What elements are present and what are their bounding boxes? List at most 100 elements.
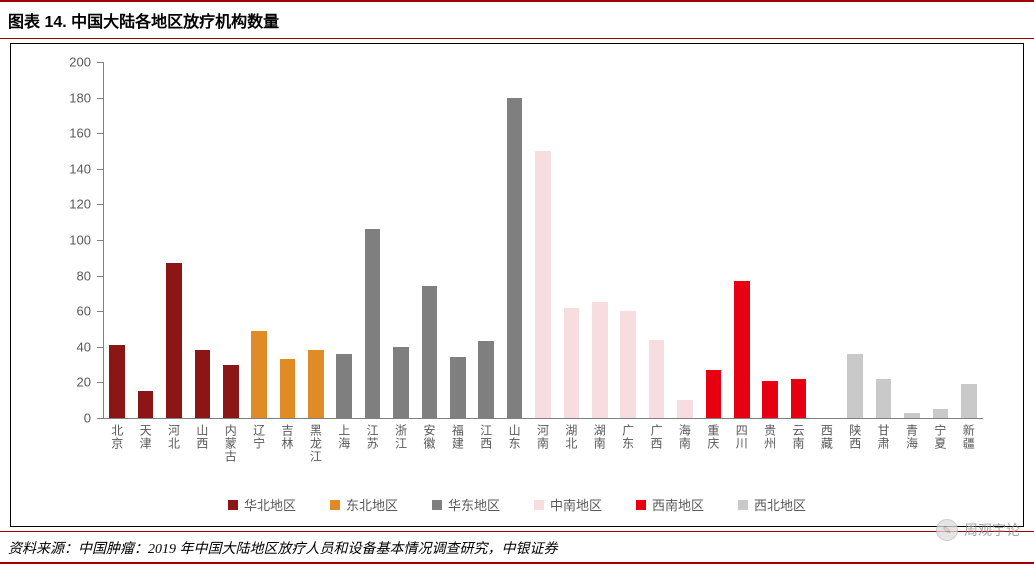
- y-tick-label: 160: [69, 126, 91, 141]
- bar: [535, 151, 551, 418]
- x-tick-label: 江苏: [364, 424, 381, 450]
- x-tick-label: 新疆: [960, 424, 977, 450]
- legend-item: 华北地区: [228, 495, 296, 514]
- x-tick-label: 吉林: [279, 424, 296, 450]
- legend-swatch: [330, 500, 340, 510]
- x-tick-label: 四川: [733, 424, 750, 450]
- legend-item: 中南地区: [534, 495, 602, 514]
- bar: [195, 350, 211, 418]
- x-tick-label: 陕西: [847, 424, 864, 450]
- x-tick-label: 天津: [137, 424, 154, 450]
- bar: [365, 229, 381, 418]
- bar: [393, 347, 409, 418]
- legend-swatch: [738, 500, 748, 510]
- bar: [280, 359, 296, 418]
- x-tick-label: 黑龙江: [307, 424, 324, 463]
- bar: [564, 308, 580, 418]
- x-tick-label: 甘肃: [875, 424, 892, 450]
- wechat-icon: ✎: [936, 519, 958, 541]
- bar: [734, 281, 750, 418]
- x-tick-label: 河南: [535, 424, 552, 450]
- bar: [507, 98, 523, 418]
- x-tick-label: 内蒙古: [222, 424, 239, 463]
- legend-swatch: [636, 500, 646, 510]
- bar: [961, 384, 977, 418]
- bar: [933, 409, 949, 418]
- legend-swatch: [228, 500, 238, 510]
- x-tick-label: 广东: [620, 424, 637, 450]
- x-tick-label: 海南: [676, 424, 693, 450]
- bar: [422, 286, 438, 418]
- y-axis: 020406080100120140160180200: [11, 62, 103, 418]
- legend-label: 东北地区: [346, 495, 398, 514]
- y-tick-label: 180: [69, 90, 91, 105]
- watermark-text: 周观宇论: [964, 520, 1020, 540]
- x-tick-label: 宁夏: [932, 424, 949, 450]
- x-tick-label: 上海: [336, 424, 353, 450]
- bar: [847, 354, 863, 418]
- bar: [223, 365, 239, 418]
- x-axis-line: [103, 418, 983, 419]
- x-tick-label: 贵州: [762, 424, 779, 450]
- x-tick-label: 西藏: [818, 424, 835, 450]
- x-tick-label: 河北: [165, 424, 182, 450]
- bar: [308, 350, 324, 418]
- chart-area: 020406080100120140160180200 北京天津河北山西内蒙古辽…: [10, 43, 1024, 527]
- y-tick-label: 200: [69, 55, 91, 70]
- bar: [251, 331, 267, 418]
- bar: [706, 370, 722, 418]
- x-tick-label: 辽宁: [251, 424, 268, 450]
- legend-label: 西北地区: [754, 495, 806, 514]
- x-tick-label: 广西: [648, 424, 665, 450]
- legend-label: 中南地区: [550, 495, 602, 514]
- legend-swatch: [432, 500, 442, 510]
- bar: [478, 341, 494, 418]
- y-tick-label: 120: [69, 197, 91, 212]
- x-tick-label: 湖南: [591, 424, 608, 450]
- x-tick-label: 云南: [790, 424, 807, 450]
- x-tick-label: 青海: [904, 424, 921, 450]
- watermark: ✎ 周观宇论: [936, 519, 1020, 541]
- legend-swatch: [534, 500, 544, 510]
- bar: [109, 345, 125, 418]
- legend-label: 华东地区: [448, 495, 500, 514]
- x-tick-label: 山西: [194, 424, 211, 450]
- y-tick-label: 40: [77, 339, 91, 354]
- bar: [138, 391, 154, 418]
- x-axis-labels: 北京天津河北山西内蒙古辽宁吉林黑龙江上海江苏浙江安徽福建江西山东河南湖北湖南广东…: [103, 424, 983, 484]
- plot-area: [103, 62, 983, 418]
- figure-container: 图表 14. 中国大陆各地区放疗机构数量 0204060801001201401…: [0, 0, 1034, 575]
- bar: [791, 379, 807, 418]
- legend-label: 西南地区: [652, 495, 704, 514]
- x-tick-label: 江西: [478, 424, 495, 450]
- bar: [904, 413, 920, 418]
- bar: [620, 311, 636, 418]
- y-tick-label: 60: [77, 304, 91, 319]
- y-tick-label: 100: [69, 233, 91, 248]
- x-tick-label: 湖北: [563, 424, 580, 450]
- legend-label: 华北地区: [244, 495, 296, 514]
- chart-title: 图表 14. 中国大陆各地区放疗机构数量: [0, 0, 1034, 39]
- bars-group: [103, 62, 983, 418]
- x-tick-label: 福建: [449, 424, 466, 450]
- x-tick-label: 北京: [109, 424, 126, 450]
- x-tick-label: 山东: [506, 424, 523, 450]
- source-text: 资料来源：中国肿瘤：2019 年中国大陆地区放疗人员和设备基本情况调查研究，中银…: [0, 531, 1034, 564]
- bar: [677, 400, 693, 418]
- legend-item: 西北地区: [738, 495, 806, 514]
- bar: [336, 354, 352, 418]
- bar: [649, 340, 665, 418]
- legend: 华北地区 东北地区 华东地区 中南地区 西南地区 西北地区: [11, 495, 1023, 514]
- bar: [166, 263, 182, 418]
- bar: [592, 302, 608, 418]
- legend-item: 华东地区: [432, 495, 500, 514]
- bar: [876, 379, 892, 418]
- y-tick-label: 0: [84, 411, 91, 426]
- x-tick-label: 浙江: [393, 424, 410, 450]
- bar: [450, 357, 466, 418]
- legend-item: 西南地区: [636, 495, 704, 514]
- y-tick-label: 140: [69, 161, 91, 176]
- y-tick-label: 80: [77, 268, 91, 283]
- x-tick-label: 安徽: [421, 424, 438, 450]
- legend-item: 东北地区: [330, 495, 398, 514]
